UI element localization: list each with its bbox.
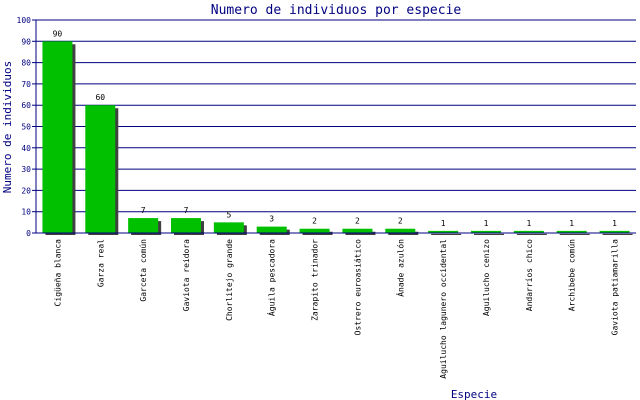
data-label: 90: [53, 29, 63, 38]
data-label: 2: [355, 217, 360, 226]
gridlines: [36, 19, 636, 234]
bar: [471, 230, 501, 233]
y-tick-label: 50: [21, 123, 31, 132]
bar: [428, 230, 459, 233]
x-tick-label: Gaviota reidora: [182, 239, 191, 311]
bar: [42, 41, 73, 233]
data-label: 1: [612, 219, 617, 228]
bar: [128, 218, 159, 233]
y-tick-label: 20: [21, 186, 31, 195]
x-tick-label: Archibebe común: [568, 239, 577, 311]
bar: [213, 222, 244, 233]
bar-shadow: [602, 233, 633, 235]
x-tick-label: Garza real: [96, 239, 105, 287]
data-label: 1: [484, 219, 489, 228]
x-tick-label: Ostrero euroasiático: [353, 239, 362, 336]
data-label: 2: [312, 217, 317, 226]
y-axis-label: Numero de individuos: [1, 61, 14, 193]
bars: [42, 41, 633, 235]
data-label: 3: [269, 215, 274, 224]
x-tick-label: Aguilucho cenizo: [482, 239, 491, 316]
bar: [85, 105, 116, 233]
data-label: 1: [441, 219, 446, 228]
x-tick-label: Cigüeña blanca: [53, 239, 62, 307]
y-tick-label: 30: [21, 165, 31, 174]
bar-shadow: [431, 233, 462, 235]
data-label: 1: [569, 219, 574, 228]
y-tick-label: 100: [17, 16, 32, 25]
data-label: 2: [398, 217, 403, 226]
data-label: 1: [526, 219, 531, 228]
y-tick-label: 0: [26, 229, 31, 238]
x-tick-label: Andarríos chico: [525, 239, 534, 311]
chart-title: Numero de individuos por especie: [211, 3, 462, 18]
x-tick-label: Garceta común: [139, 239, 148, 302]
y-tick-labels: 0 10 20 30 40 50 60 70 80 90 100: [17, 16, 36, 238]
bar: [513, 230, 544, 233]
x-tick-label: Chorlitejo grande: [225, 239, 234, 321]
data-label: 5: [226, 210, 231, 219]
y-tick-label: 40: [21, 144, 31, 153]
axes: [35, 20, 636, 234]
bar-shadow: [516, 233, 547, 235]
data-label: 7: [184, 206, 189, 215]
bar: [171, 218, 201, 233]
data-label: 60: [95, 93, 105, 102]
bar: [256, 226, 287, 233]
bar: [385, 228, 416, 233]
y-tick-label: 90: [21, 37, 31, 46]
y-tick-label: 80: [21, 59, 31, 68]
x-tick-labels: Cigüeña blanca Garza real Garceta común Gav…: [53, 239, 619, 379]
data-labels: 90 60 7 7 5 3 2 2 2 1 1 1 1 1: [53, 29, 618, 228]
y-tick-label: 10: [21, 208, 31, 217]
bar-shadow: [474, 233, 504, 235]
y-tick-label: 60: [21, 101, 31, 110]
x-tick-label: Águila pescadora: [266, 239, 277, 316]
x-tick-label: Gaviota patiamarilla: [611, 239, 620, 336]
bar: [599, 230, 630, 233]
bar-shadow: [559, 233, 590, 235]
data-label: 7: [141, 206, 146, 215]
bar: [556, 230, 587, 233]
x-tick-label: Aguilucho lagunero occidental: [439, 239, 448, 379]
x-tick-label: Zarapito trinador: [311, 239, 320, 321]
x-tick-label: Ánade azulón: [394, 239, 405, 297]
bar: [342, 228, 373, 233]
bar: [299, 228, 330, 233]
x-axis-label: Especie: [451, 388, 497, 400]
y-tick-label: 70: [21, 80, 31, 89]
